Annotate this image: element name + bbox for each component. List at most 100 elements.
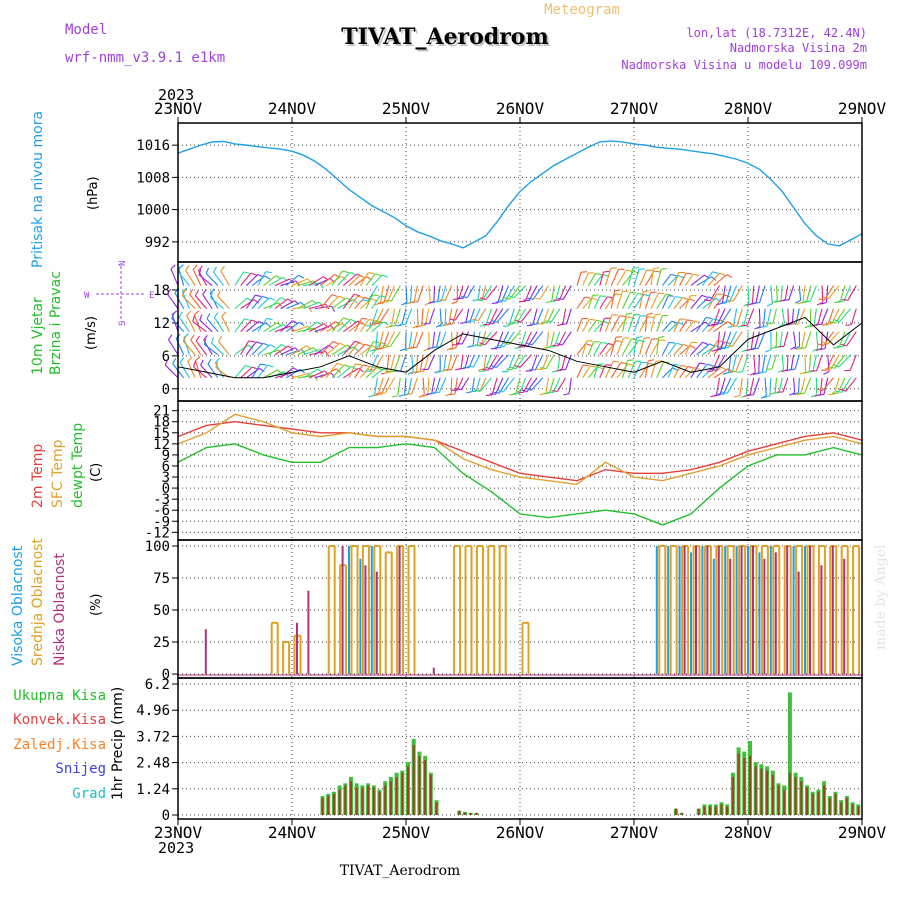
xtick-label-top: 26NOV (496, 99, 545, 118)
wind-barb (667, 296, 676, 309)
precip-conv-bar (327, 795, 330, 815)
precip-conv-bar (754, 766, 757, 815)
wind-barb-flag (677, 274, 684, 279)
wind-barb (545, 377, 550, 394)
wind-barb-flag (478, 368, 485, 371)
wind-barb (484, 331, 498, 346)
wind-barb (257, 271, 267, 286)
wind-barb-flag (644, 337, 651, 339)
wind-barb (354, 318, 363, 332)
wind-barb (610, 337, 617, 355)
wind-barb (771, 354, 778, 370)
wind-barb (787, 308, 789, 324)
wind-barb-flag (166, 288, 172, 295)
wind-barb-flag (248, 340, 255, 343)
wind-barb-flag (828, 366, 835, 369)
wind-barb-flag (706, 363, 713, 367)
wind-barb (610, 290, 616, 309)
precip-conv-bar (743, 757, 746, 815)
wind-barb (462, 285, 470, 299)
wind-barb (320, 274, 336, 286)
wind-barb-flag (451, 301, 458, 305)
wind-barb-flag (164, 359, 169, 366)
wind-barb (684, 295, 692, 309)
wind-barb (174, 292, 185, 309)
wind-barb-flag (418, 394, 425, 398)
xtick-label-bottom: 25NOV (382, 823, 431, 842)
wind-barb-flag (654, 270, 661, 273)
wind-barb (268, 323, 284, 333)
year-bottom: 2023 (158, 839, 194, 857)
wind-barb (469, 308, 475, 323)
precip-conv-bar (384, 785, 387, 815)
wind-barb (561, 354, 567, 371)
wind-barb-flag (479, 297, 487, 301)
wind-barb-flag (597, 363, 604, 365)
pressure-units: (hPa) (86, 176, 101, 210)
precip-conv-bar (350, 781, 352, 815)
wind-barb-flag (334, 274, 341, 279)
wind-barb (491, 377, 498, 396)
wind-barb (198, 274, 213, 286)
ytick-label: 992 (145, 235, 170, 251)
precip-conv-bar (395, 776, 398, 815)
wind-barb-flag (292, 320, 298, 324)
wind-barb (371, 295, 381, 309)
ytick-label: 4.96 (136, 703, 170, 719)
wind-barb-flag (171, 312, 175, 319)
wind-barb (365, 273, 376, 286)
wind-barb-flag (748, 348, 755, 351)
wind-barb-flag (694, 367, 701, 371)
wind-barb (720, 331, 726, 350)
wind-barb (274, 298, 289, 310)
wind-barb-flag (544, 346, 551, 349)
wind-barb (195, 340, 207, 356)
wind-barb (314, 344, 330, 356)
wind-barb (285, 274, 299, 286)
wind-barb-flag (760, 395, 767, 399)
wind-barb (320, 341, 334, 356)
wind-barb (308, 370, 325, 379)
wind-barb (610, 268, 620, 286)
wind-barb-flag (412, 325, 419, 329)
wind-barb (508, 308, 515, 326)
wind-barb (193, 314, 202, 332)
wind-barb-flag (406, 347, 414, 350)
wind-barb-flag (600, 341, 607, 344)
wind-barb-flag (722, 346, 729, 349)
wind-barb-flag (430, 346, 437, 349)
ytick-label: 1016 (136, 138, 170, 154)
wind-barb (750, 331, 755, 350)
xtick-label-top: 28NOV (724, 99, 773, 118)
wind-barb (268, 297, 282, 310)
wind-barb-flag (467, 365, 474, 368)
wind-barb-flag (526, 342, 533, 346)
wind-barb (764, 377, 767, 396)
wind-barb (377, 377, 384, 396)
wind-barb (234, 365, 246, 379)
wind-barb-flag (207, 358, 212, 365)
wind-barb (532, 285, 544, 300)
wind-barb (240, 319, 253, 333)
wind-barb (546, 331, 550, 348)
wind-barb-flag (382, 274, 389, 278)
wind-barb (189, 294, 202, 309)
precip-conv-bar (697, 808, 700, 815)
wind-barb (582, 341, 587, 355)
wind-barb (181, 295, 196, 310)
wind-barb-flag (799, 371, 806, 375)
wind-barb-flag (777, 345, 785, 348)
wind-barb-flag (217, 290, 221, 297)
wind-barb-flag (329, 277, 335, 283)
wind-barb (374, 308, 384, 326)
wind-barb-flag (704, 321, 711, 327)
wind-barb (593, 342, 602, 355)
wind-ylabel: 10m Vjetar (30, 297, 46, 375)
wind-barb-flag (841, 298, 848, 301)
wind-barb-flag (491, 302, 498, 304)
wind-barb (622, 360, 629, 378)
wind-barb-flag (263, 342, 269, 347)
wind-barb-flag (770, 346, 777, 350)
wind-barb-flag (669, 341, 676, 344)
wind-barb-flag (213, 312, 219, 318)
